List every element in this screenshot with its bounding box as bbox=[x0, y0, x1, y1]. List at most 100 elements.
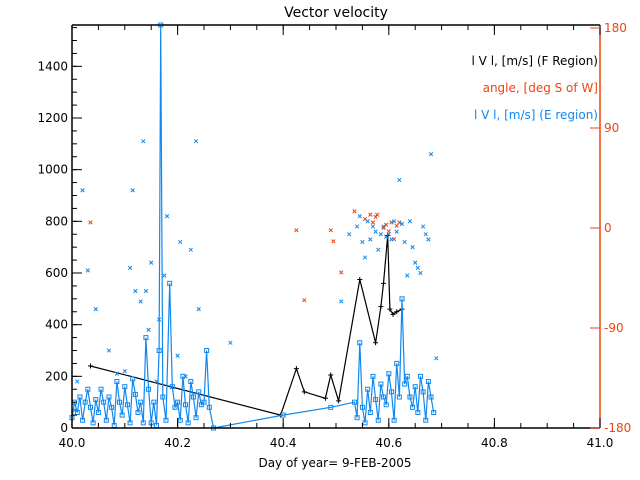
series-e_region bbox=[69, 22, 437, 431]
x-tick-label: 40.0 bbox=[59, 436, 86, 450]
data-point bbox=[357, 340, 363, 346]
data-point bbox=[164, 214, 170, 219]
data-point bbox=[75, 379, 80, 384]
series-line-f_region bbox=[90, 235, 403, 416]
data-point bbox=[390, 311, 396, 317]
data-point bbox=[106, 348, 112, 353]
data-point bbox=[77, 394, 83, 400]
data-point bbox=[397, 177, 402, 183]
data-point bbox=[127, 420, 133, 426]
data-point bbox=[328, 228, 333, 233]
data-point bbox=[423, 232, 428, 237]
data-point bbox=[428, 152, 434, 157]
data-point bbox=[183, 374, 188, 379]
data-point bbox=[407, 219, 413, 224]
data-point bbox=[143, 335, 149, 341]
data-point bbox=[375, 417, 381, 423]
data-point bbox=[359, 404, 365, 410]
data-point bbox=[141, 139, 146, 144]
data-point bbox=[280, 412, 286, 418]
y-tick-label: 600 bbox=[45, 266, 68, 280]
legend: l V l, [m/s] (F Region) angle, [deg S of… bbox=[472, 54, 598, 122]
data-point bbox=[294, 228, 299, 233]
series-line-e_region bbox=[71, 24, 435, 429]
data-point bbox=[373, 397, 379, 403]
series-e_region_scatter bbox=[72, 139, 439, 413]
data-point bbox=[93, 397, 99, 403]
data-point bbox=[389, 220, 394, 225]
data-point bbox=[394, 229, 399, 234]
y-tick-label: 1200 bbox=[37, 111, 68, 125]
data-point bbox=[98, 386, 104, 392]
data-point bbox=[352, 209, 357, 214]
data-point bbox=[196, 389, 202, 395]
data-point bbox=[204, 348, 210, 353]
data-point bbox=[175, 399, 181, 405]
legend-angle: angle, [deg S of W] bbox=[483, 81, 598, 95]
data-point bbox=[328, 372, 334, 378]
data-point bbox=[423, 417, 429, 423]
data-point bbox=[434, 356, 439, 361]
data-point bbox=[410, 245, 415, 250]
data-point bbox=[130, 188, 135, 193]
data-point bbox=[206, 404, 212, 410]
data-point bbox=[397, 220, 402, 225]
data-point bbox=[365, 386, 371, 392]
data-point bbox=[122, 369, 127, 374]
data-point bbox=[391, 417, 397, 423]
data-point bbox=[410, 404, 416, 410]
data-point bbox=[156, 348, 162, 353]
data-point bbox=[188, 247, 193, 252]
data-point bbox=[347, 232, 352, 237]
data-point bbox=[124, 402, 130, 408]
data-point bbox=[386, 232, 391, 237]
data-point bbox=[394, 309, 400, 315]
x-tick-label: 40.2 bbox=[164, 436, 191, 450]
data-point bbox=[368, 237, 373, 242]
data-point bbox=[384, 222, 389, 227]
data-point bbox=[74, 410, 80, 415]
data-point bbox=[198, 402, 204, 408]
data-point bbox=[177, 417, 183, 423]
series-angle bbox=[88, 209, 402, 303]
data-point bbox=[149, 260, 154, 265]
data-point bbox=[82, 399, 88, 405]
data-point bbox=[386, 371, 392, 377]
data-point bbox=[399, 221, 405, 227]
data-point bbox=[175, 353, 180, 358]
data-point bbox=[351, 399, 357, 405]
data-point bbox=[122, 384, 128, 390]
data-point bbox=[417, 373, 423, 379]
data-point bbox=[383, 402, 389, 408]
data-point bbox=[331, 239, 336, 244]
data-point bbox=[396, 394, 402, 400]
data-point bbox=[362, 255, 368, 260]
x-axis-label: Day of year= 9-FEB-2005 bbox=[258, 456, 411, 470]
data-point bbox=[172, 404, 178, 410]
data-point bbox=[357, 214, 362, 219]
data-point bbox=[412, 384, 418, 390]
y-tick-label: 200 bbox=[45, 369, 68, 383]
series-f_region bbox=[87, 233, 405, 418]
data-point bbox=[138, 299, 143, 304]
data-point bbox=[114, 371, 120, 376]
series-layer bbox=[69, 22, 439, 431]
data-point bbox=[101, 399, 107, 405]
x-tick-label: 40.6 bbox=[375, 436, 402, 450]
y-tick-label: 800 bbox=[45, 214, 68, 228]
data-point bbox=[365, 219, 370, 224]
data-point bbox=[425, 379, 431, 384]
data-point bbox=[387, 306, 393, 312]
data-point bbox=[85, 268, 90, 273]
data-point bbox=[415, 410, 421, 415]
data-point bbox=[370, 224, 376, 229]
y-tick-label: 0 bbox=[60, 421, 68, 435]
data-point bbox=[90, 420, 96, 426]
data-point bbox=[405, 273, 410, 278]
ticks-layer: 40.0 40.2 40.4 40.6 40.8 41.0 0 200 400 600 800 100… bbox=[37, 21, 631, 450]
data-point bbox=[151, 399, 157, 405]
data-point bbox=[185, 420, 191, 426]
x-tick-label: 40.8 bbox=[481, 436, 508, 450]
data-point bbox=[193, 139, 199, 144]
